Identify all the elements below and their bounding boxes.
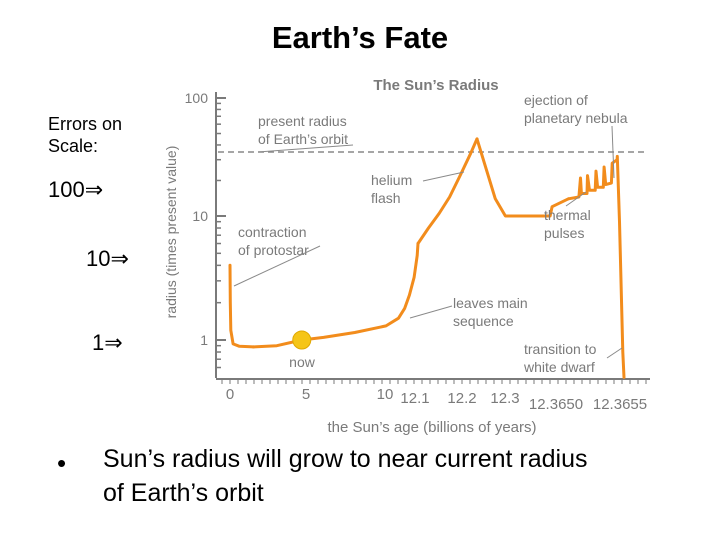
chart-title: The Sun’s Radius	[373, 77, 498, 94]
annotation-transition-line2: white dwarf	[523, 359, 595, 375]
annotation-present-radius-line1: present radius	[258, 113, 347, 129]
errors-label-line1: Errors on	[48, 114, 123, 134]
y-tick-label: 1	[200, 332, 208, 348]
annotation-thermal-line1: thermal	[544, 207, 591, 223]
bullet-text-line2: of Earth’s orbit	[103, 479, 264, 507]
annotation-ejection-line1: ejection of	[524, 92, 588, 108]
scale-mark-1: 1⇒	[92, 330, 123, 356]
bullet-icon: •	[57, 448, 67, 478]
x-tick-label: 12.1	[400, 390, 429, 407]
sun-radius-curve-segment	[566, 154, 626, 379]
y-tick-label: 100	[185, 90, 209, 106]
leader-helium	[422, 171, 465, 182]
annotation-contraction-line1: contraction	[238, 224, 306, 240]
scale-mark-10: 10⇒	[86, 246, 129, 272]
leader-transition	[606, 347, 623, 359]
slide-title: Earth’s Fate	[271, 20, 449, 55]
annotation-contraction-line2: of protostar	[238, 242, 309, 258]
annotation-leaves-line2: sequence	[453, 313, 514, 329]
x-tick-label: 5	[302, 386, 310, 403]
arrow-icon: ⇒	[110, 246, 129, 271]
leader-present-radius	[257, 144, 354, 153]
x-tick-label: 10	[377, 386, 394, 403]
leader-contraction	[233, 245, 321, 287]
leader-ejection	[611, 125, 615, 179]
annotation-leaves-line1: leaves main	[453, 295, 528, 311]
x-tick-label: 12.3655	[593, 396, 647, 413]
x-tick-label: 0	[226, 386, 234, 403]
arrow-icon: ⇒	[104, 330, 123, 355]
y-axis-label: radius (times present value)	[163, 146, 179, 319]
sun-radius-curve-segment	[251, 242, 420, 349]
sun-now-marker	[292, 330, 312, 350]
sun-radius-curve-segment	[416, 137, 479, 245]
x-tick-label: 12.2	[447, 390, 476, 407]
sun-radius-curve-segment	[228, 263, 255, 349]
leader-thermal	[565, 191, 587, 207]
annotation-ejection-line2: planetary nebula	[524, 110, 628, 126]
leader-leaves	[409, 305, 453, 319]
x-tick-label: 12.3650	[529, 396, 583, 413]
scale-mark-100: 100⇒	[48, 177, 103, 203]
y-tick-label: 10	[192, 208, 208, 224]
scale-mark-value: 1	[92, 330, 105, 355]
x-axis-label: the Sun’s age (billions of years)	[327, 419, 536, 436]
annotation-present-radius-line2: of Earth’s orbit	[258, 131, 348, 147]
scale-mark-value: 100	[48, 177, 85, 202]
sun-radius-curve-segment	[475, 137, 570, 218]
chart-annotations	[292, 330, 312, 350]
annotation-thermal-line2: pulses	[544, 225, 584, 241]
annotation-helium-line1: helium	[371, 172, 412, 188]
annotation-helium-line2: flash	[371, 190, 401, 206]
errors-on-scale-label: Errors on Scale:	[48, 113, 122, 157]
scale-mark-value: 10	[86, 246, 111, 271]
marker-now-label: now	[289, 354, 316, 370]
x-tick-label: 12.3	[490, 390, 519, 407]
bullet-text-line1: Sun’s radius will grow to near current r…	[103, 445, 588, 473]
annotation-transition-line1: transition to	[524, 341, 597, 357]
bullet-text: Sun’s radius will grow to near current r…	[103, 442, 703, 510]
arrow-icon: ⇒	[84, 177, 104, 202]
errors-label-line2: Scale:	[48, 136, 99, 156]
